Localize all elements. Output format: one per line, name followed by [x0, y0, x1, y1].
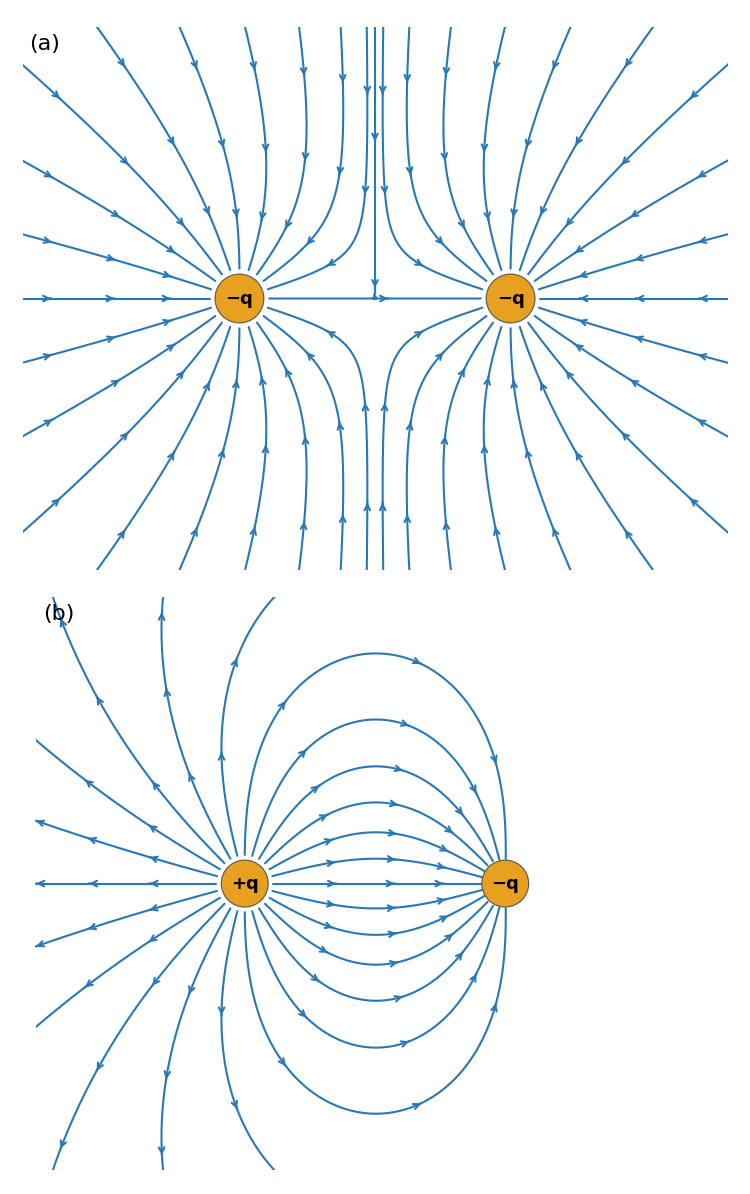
- Text: −q: −q: [496, 289, 524, 308]
- Text: −q: −q: [491, 874, 519, 893]
- Circle shape: [221, 860, 268, 907]
- Text: +q: +q: [231, 874, 259, 893]
- Text: (a): (a): [29, 35, 60, 54]
- Text: −q: −q: [226, 289, 254, 308]
- Text: (b): (b): [43, 603, 74, 623]
- Circle shape: [482, 860, 529, 907]
- Circle shape: [215, 275, 264, 322]
- Circle shape: [486, 275, 535, 322]
